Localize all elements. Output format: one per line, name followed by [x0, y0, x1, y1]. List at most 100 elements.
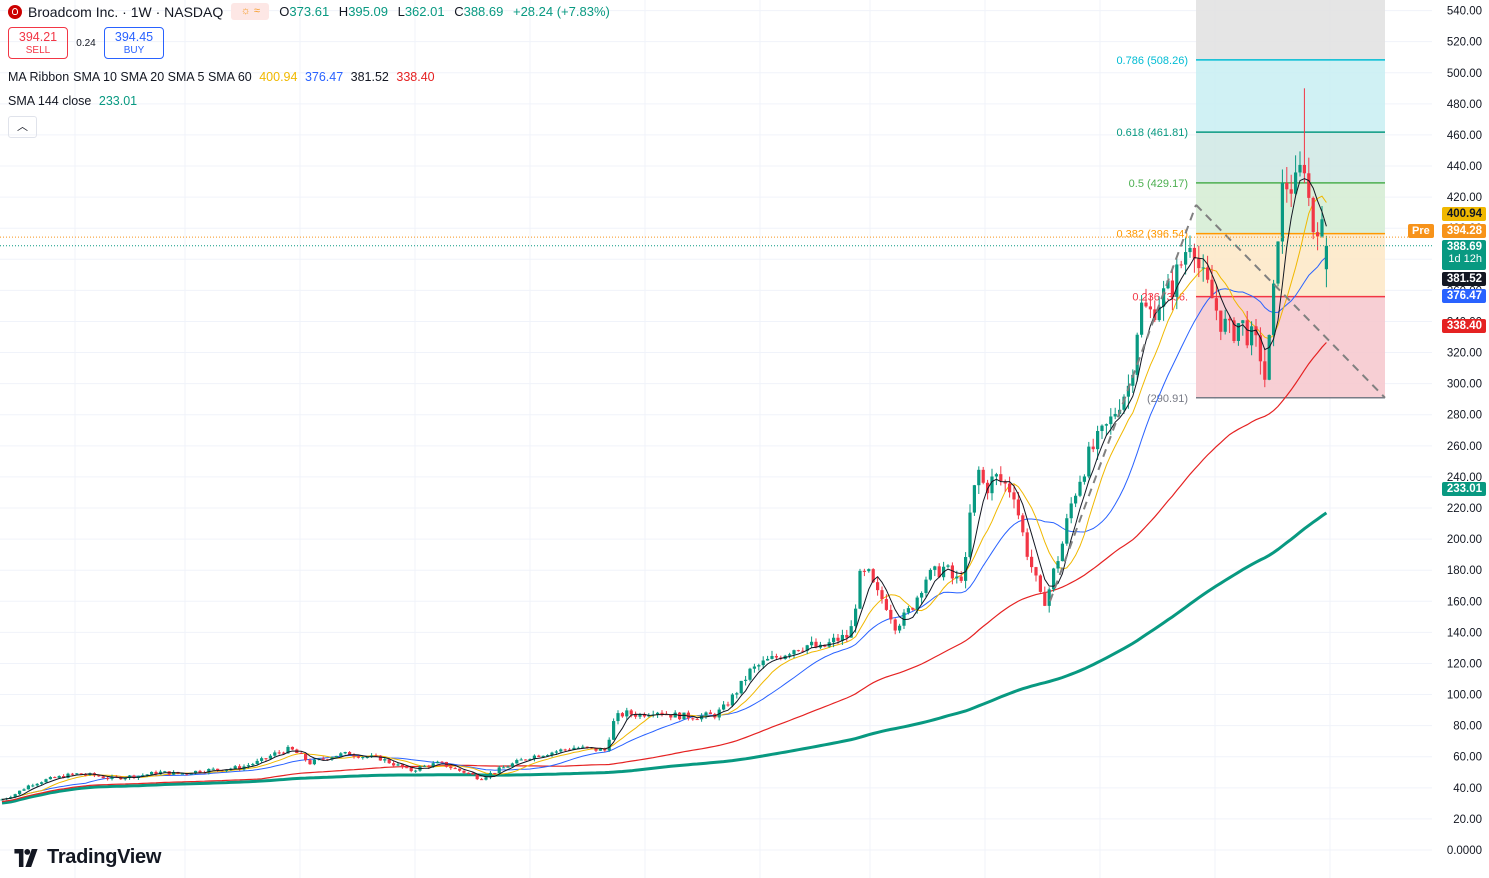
price-axis-tick: 200.00	[1447, 534, 1482, 546]
candle	[1289, 189, 1293, 194]
candle	[365, 756, 369, 758]
price-axis	[1432, 0, 1489, 878]
candle	[550, 752, 554, 756]
candle	[1192, 247, 1196, 259]
candle	[1232, 320, 1236, 341]
sell-button[interactable]: 394.21 SELL	[8, 27, 68, 59]
price-axis-tick: 80.00	[1453, 721, 1482, 733]
buy-button[interactable]: 394.45 BUY	[104, 27, 164, 59]
candle	[880, 590, 884, 600]
sma60-badge: 338.40	[1442, 319, 1486, 333]
tradingview-logo[interactable]: TradingView	[11, 846, 161, 869]
candle	[282, 752, 286, 754]
candle	[612, 721, 616, 740]
candle	[801, 650, 805, 652]
candle	[321, 758, 325, 760]
candle	[1065, 518, 1069, 544]
fib-zone	[1196, 59, 1385, 133]
candle	[1214, 298, 1218, 311]
candle	[889, 609, 893, 620]
candle	[796, 650, 800, 652]
candle	[1294, 172, 1298, 194]
candle	[1324, 245, 1328, 270]
candle	[559, 749, 563, 752]
candle	[290, 746, 294, 750]
candle	[392, 763, 396, 766]
candle	[1135, 334, 1139, 375]
candle	[352, 755, 356, 757]
candle	[915, 597, 919, 610]
candle	[625, 710, 629, 717]
candle	[638, 714, 642, 717]
candle	[277, 752, 281, 754]
candle	[132, 775, 136, 778]
price-axis-tick: 280.00	[1447, 410, 1482, 422]
candle	[422, 765, 426, 767]
candle	[1162, 288, 1166, 307]
sun-icon[interactable]: ☼ ≈	[231, 3, 270, 20]
candle	[387, 759, 391, 764]
candle	[299, 753, 303, 755]
price-axis-tick: 140.00	[1447, 627, 1482, 639]
ma-ribbon-legend[interactable]: MA Ribbon SMA 10 SMA 20 SMA 5 SMA 60 400.…	[8, 70, 435, 84]
candle	[1104, 424, 1108, 426]
candle	[994, 474, 998, 477]
candle	[1140, 302, 1144, 335]
candle	[356, 756, 360, 758]
candle	[1030, 556, 1034, 568]
candle	[1188, 247, 1192, 253]
fib-zone	[1196, 0, 1385, 60]
candle	[629, 710, 633, 715]
collapse-legend-button[interactable]: ︿	[8, 116, 37, 138]
candle	[774, 656, 778, 658]
candle	[53, 777, 57, 779]
close-badge: 388.69 1d 12h	[1442, 240, 1486, 270]
candle	[594, 747, 598, 751]
price-axis-tick: 160.00	[1447, 596, 1482, 608]
price-axis-tick: 460.00	[1447, 130, 1482, 142]
candle	[1021, 515, 1025, 533]
candle	[792, 650, 796, 655]
candle	[1008, 483, 1012, 493]
fib-level-label: 0.5 (429.17)	[1129, 178, 1188, 190]
price-axis-tick: 500.00	[1447, 68, 1482, 80]
symbol-title[interactable]: Broadcom Inc. · 1W · NASDAQ	[28, 3, 224, 20]
candle	[836, 637, 840, 641]
candle	[964, 557, 968, 581]
candle	[682, 712, 686, 720]
candle	[273, 752, 277, 756]
candle	[884, 599, 888, 610]
candle	[744, 679, 748, 681]
candle	[854, 608, 858, 627]
change-value: +28.24 (+7.83%)	[512, 4, 610, 19]
tradingview-logo-icon	[14, 848, 38, 867]
candle	[862, 570, 866, 572]
candle	[260, 758, 264, 761]
candle	[572, 747, 576, 750]
candle	[1100, 425, 1104, 432]
candle	[686, 712, 690, 719]
candle	[378, 755, 382, 761]
sma144-legend[interactable]: SMA 144 close 233.01	[8, 94, 138, 108]
candle	[233, 766, 237, 769]
candle	[493, 772, 497, 774]
candle	[361, 757, 365, 759]
candle	[224, 769, 228, 771]
fib-level-label: 0.618 (461.81)	[1116, 127, 1188, 139]
candle	[1113, 413, 1117, 417]
candle	[1082, 476, 1086, 482]
candle	[453, 768, 457, 770]
candle	[343, 752, 347, 754]
candle	[348, 752, 352, 756]
candle	[876, 582, 880, 591]
candle	[972, 485, 976, 513]
fib-zone	[1196, 296, 1385, 398]
candle	[1056, 561, 1060, 569]
price-axis-tick: 260.00	[1447, 441, 1482, 453]
candle	[691, 718, 695, 720]
candle	[788, 654, 792, 656]
candle	[440, 761, 444, 763]
candle	[427, 765, 431, 767]
candle	[145, 774, 149, 776]
